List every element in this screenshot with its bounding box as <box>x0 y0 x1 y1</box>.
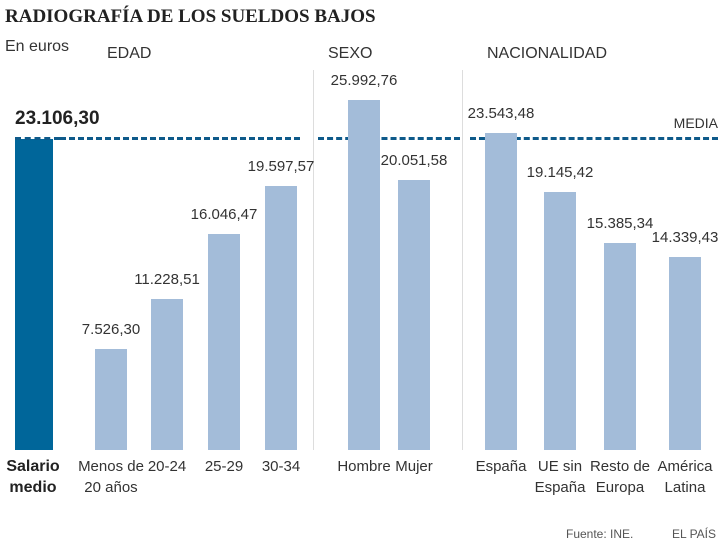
average-line <box>60 137 300 141</box>
bar <box>265 186 297 450</box>
bar <box>348 100 380 450</box>
group-title: EDAD <box>107 45 152 62</box>
value-label: 23.543,48 <box>467 104 535 122</box>
chart-title: RADIOGRAFÍA DE LOS SUELDOS BAJOS <box>5 6 376 27</box>
category-label: Resto de Europa <box>589 458 651 496</box>
value-label: 14.339,43 <box>651 228 719 246</box>
bar <box>604 242 636 450</box>
value-label: 16.046,47 <box>190 205 258 223</box>
category-label: 30-34 <box>261 458 301 475</box>
category-label: Mujer <box>395 458 433 475</box>
bar <box>669 256 701 450</box>
separator <box>313 70 314 450</box>
bar <box>95 348 127 450</box>
category-label: 20-24 <box>147 458 187 475</box>
value-label: 19.597,57 <box>247 158 315 176</box>
category-label: 25-29 <box>204 458 244 475</box>
average-line <box>15 137 60 141</box>
category-label: UE sin España <box>534 458 586 496</box>
category-label: España <box>475 458 527 475</box>
value-label: 20.051,58 <box>380 151 448 169</box>
bar <box>208 233 240 450</box>
value-label: 11.228,51 <box>134 270 200 288</box>
media-label: MEDIA <box>673 114 718 131</box>
subtitle: En euros <box>5 38 70 55</box>
value-label: 25.992,76 <box>330 72 398 89</box>
category-label: Menos de 20 años <box>78 458 144 496</box>
value-label: 7.526,30 <box>81 320 141 338</box>
bar <box>485 132 517 450</box>
bar <box>544 192 576 450</box>
group-title: SEXO <box>328 45 373 62</box>
source: Fuente: INE. <box>566 527 634 541</box>
average-value-label: 23.106,30 <box>15 107 100 129</box>
value-label: 15.385,34 <box>586 214 654 232</box>
average-line <box>318 137 460 141</box>
average-bar <box>15 138 53 450</box>
credit: EL PAÍS <box>672 527 717 541</box>
average-label: Salario medio <box>6 458 60 496</box>
bar <box>398 179 430 450</box>
bar <box>151 298 183 450</box>
category-label: Hombre <box>337 458 391 475</box>
group-title: NACIONALIDAD <box>487 45 608 62</box>
average-line <box>470 137 718 141</box>
separator <box>462 70 463 450</box>
value-label: 19.145,42 <box>526 164 594 182</box>
category-label: América Latina <box>657 458 713 496</box>
